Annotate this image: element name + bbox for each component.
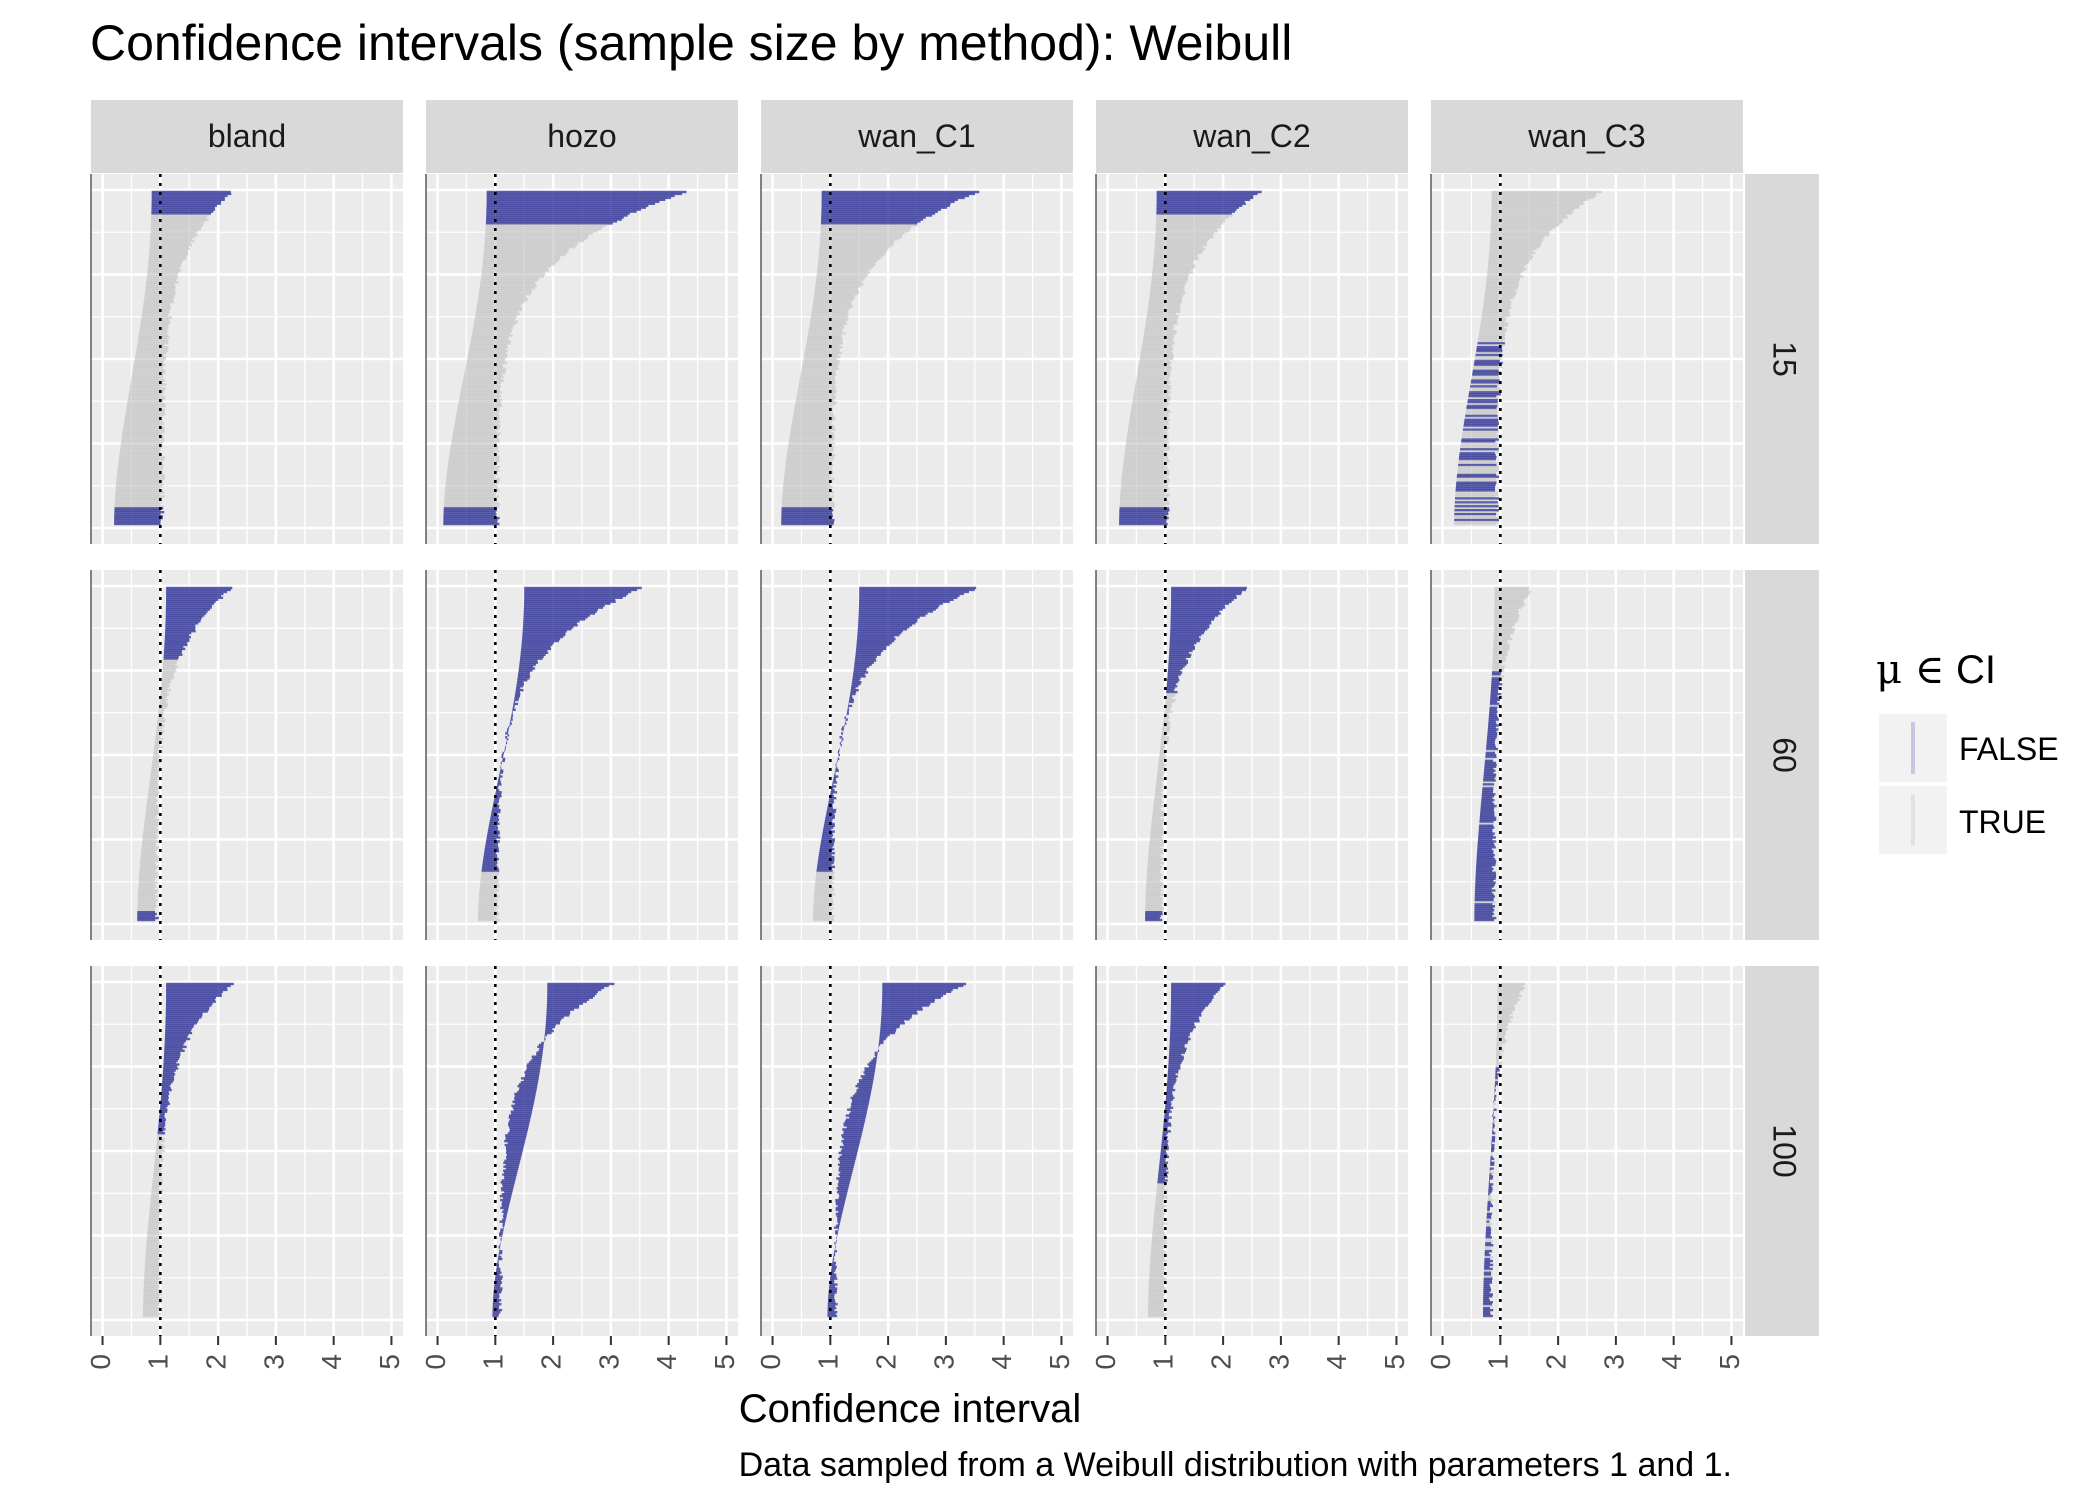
panel-wan_C2-100: 0 1 2 3 4 5 [1090,966,1410,1370]
panel-bland-60 [90,570,403,940]
x-tick-label: 0 [420,1354,451,1370]
x-tick-label: 0 [85,1354,116,1370]
x-tick-label: 1 [813,1354,844,1370]
chart-caption: Data sampled from a Weibull distribution… [739,1446,1732,1484]
panel-hozo-60 [425,570,738,940]
facet-label-wan_C2: wan_C2 [1192,118,1310,154]
x-tick-label: 5 [709,1354,740,1370]
facet-label-n-15: 15 [1767,341,1803,377]
x-tick-label: 3 [593,1354,624,1370]
facet-label-bland: bland [208,118,286,154]
facet-label-n-100: 100 [1767,1124,1803,1177]
x-tick-label: 4 [651,1354,682,1370]
panel-bland-100: 0 1 2 3 4 5 [85,966,405,1370]
x-tick-label: 0 [1090,1354,1121,1370]
facet-label-wan_C3: wan_C3 [1527,118,1645,154]
facet-label-hozo: hozo [547,118,616,154]
legend-key-false-bg [1879,714,1947,782]
legend-label-true: TRUE [1959,804,2046,840]
legend-key-true-bg [1879,786,1947,854]
x-tick-label: 5 [1714,1354,1745,1370]
x-tick-label: 5 [1044,1354,1075,1370]
legend-title-symbol: μ ∈ [1876,647,1944,693]
panel-wan_C3-100: 0 1 2 3 4 5 [1425,966,1745,1370]
x-tick-label: 4 [1321,1354,1352,1370]
panel-hozo-100: 0 1 2 3 4 5 [420,966,740,1370]
facet-label-wan_C1: wan_C1 [857,118,975,154]
x-tick-label: 3 [258,1354,289,1370]
x-tick-label: 0 [755,1354,786,1370]
panel-wan_C1-100: 0 1 2 3 4 5 [755,966,1075,1370]
facet-strip-bland [91,100,403,173]
x-tick-label: 4 [1656,1354,1687,1370]
facet-strip-hozo [426,100,738,173]
x-tick-label: 3 [1598,1354,1629,1370]
x-tick-label: 1 [478,1354,509,1370]
facet-strip-wan_C1 [761,100,1073,173]
x-tick-label: 1 [143,1354,174,1370]
x-tick-label: 2 [1206,1354,1237,1370]
facet-label-n-60: 60 [1767,737,1803,773]
x-tick-label: 0 [1425,1354,1456,1370]
panel-wan_C1-15 [760,174,1073,544]
x-tick-label: 1 [1483,1354,1514,1370]
x-tick-label: 5 [374,1354,405,1370]
facet-strip-n-15 [1745,174,1819,544]
chart-title: Confidence intervals (sample size by met… [90,15,1292,71]
panel-wan_C3-15 [1430,174,1743,544]
legend-label-false: FALSE [1959,731,2059,767]
x-tick-label: 2 [201,1354,232,1370]
panel-bland-15 [90,174,403,544]
x-tick-label: 1 [1148,1354,1179,1370]
x-tick-label: 4 [316,1354,347,1370]
x-tick-label: 3 [1263,1354,1294,1370]
panel-wan_C3-60 [1430,570,1743,940]
panel-wan_C1-60 [760,570,1073,940]
x-tick-label: 5 [1379,1354,1410,1370]
x-tick-label: 4 [986,1354,1017,1370]
panel-wan_C2-60 [1095,570,1408,940]
panel-wan_C2-15 [1095,174,1408,544]
panel-hozo-15 [425,174,738,544]
facet-strip-wan_C3 [1431,100,1743,173]
x-axis-title: Confidence interval [739,1387,1081,1431]
facet-strip-n-100 [1745,966,1819,1336]
legend-title-text: CI [1956,648,1996,692]
x-tick-label: 3 [928,1354,959,1370]
legend: μ ∈ CI FALSE TRUE [1876,647,2059,854]
x-tick-label: 2 [536,1354,567,1370]
x-tick-label: 2 [1541,1354,1572,1370]
x-tick-label: 2 [871,1354,902,1370]
facet-strip-wan_C2 [1096,100,1408,173]
facet-strip-n-60 [1745,570,1819,940]
